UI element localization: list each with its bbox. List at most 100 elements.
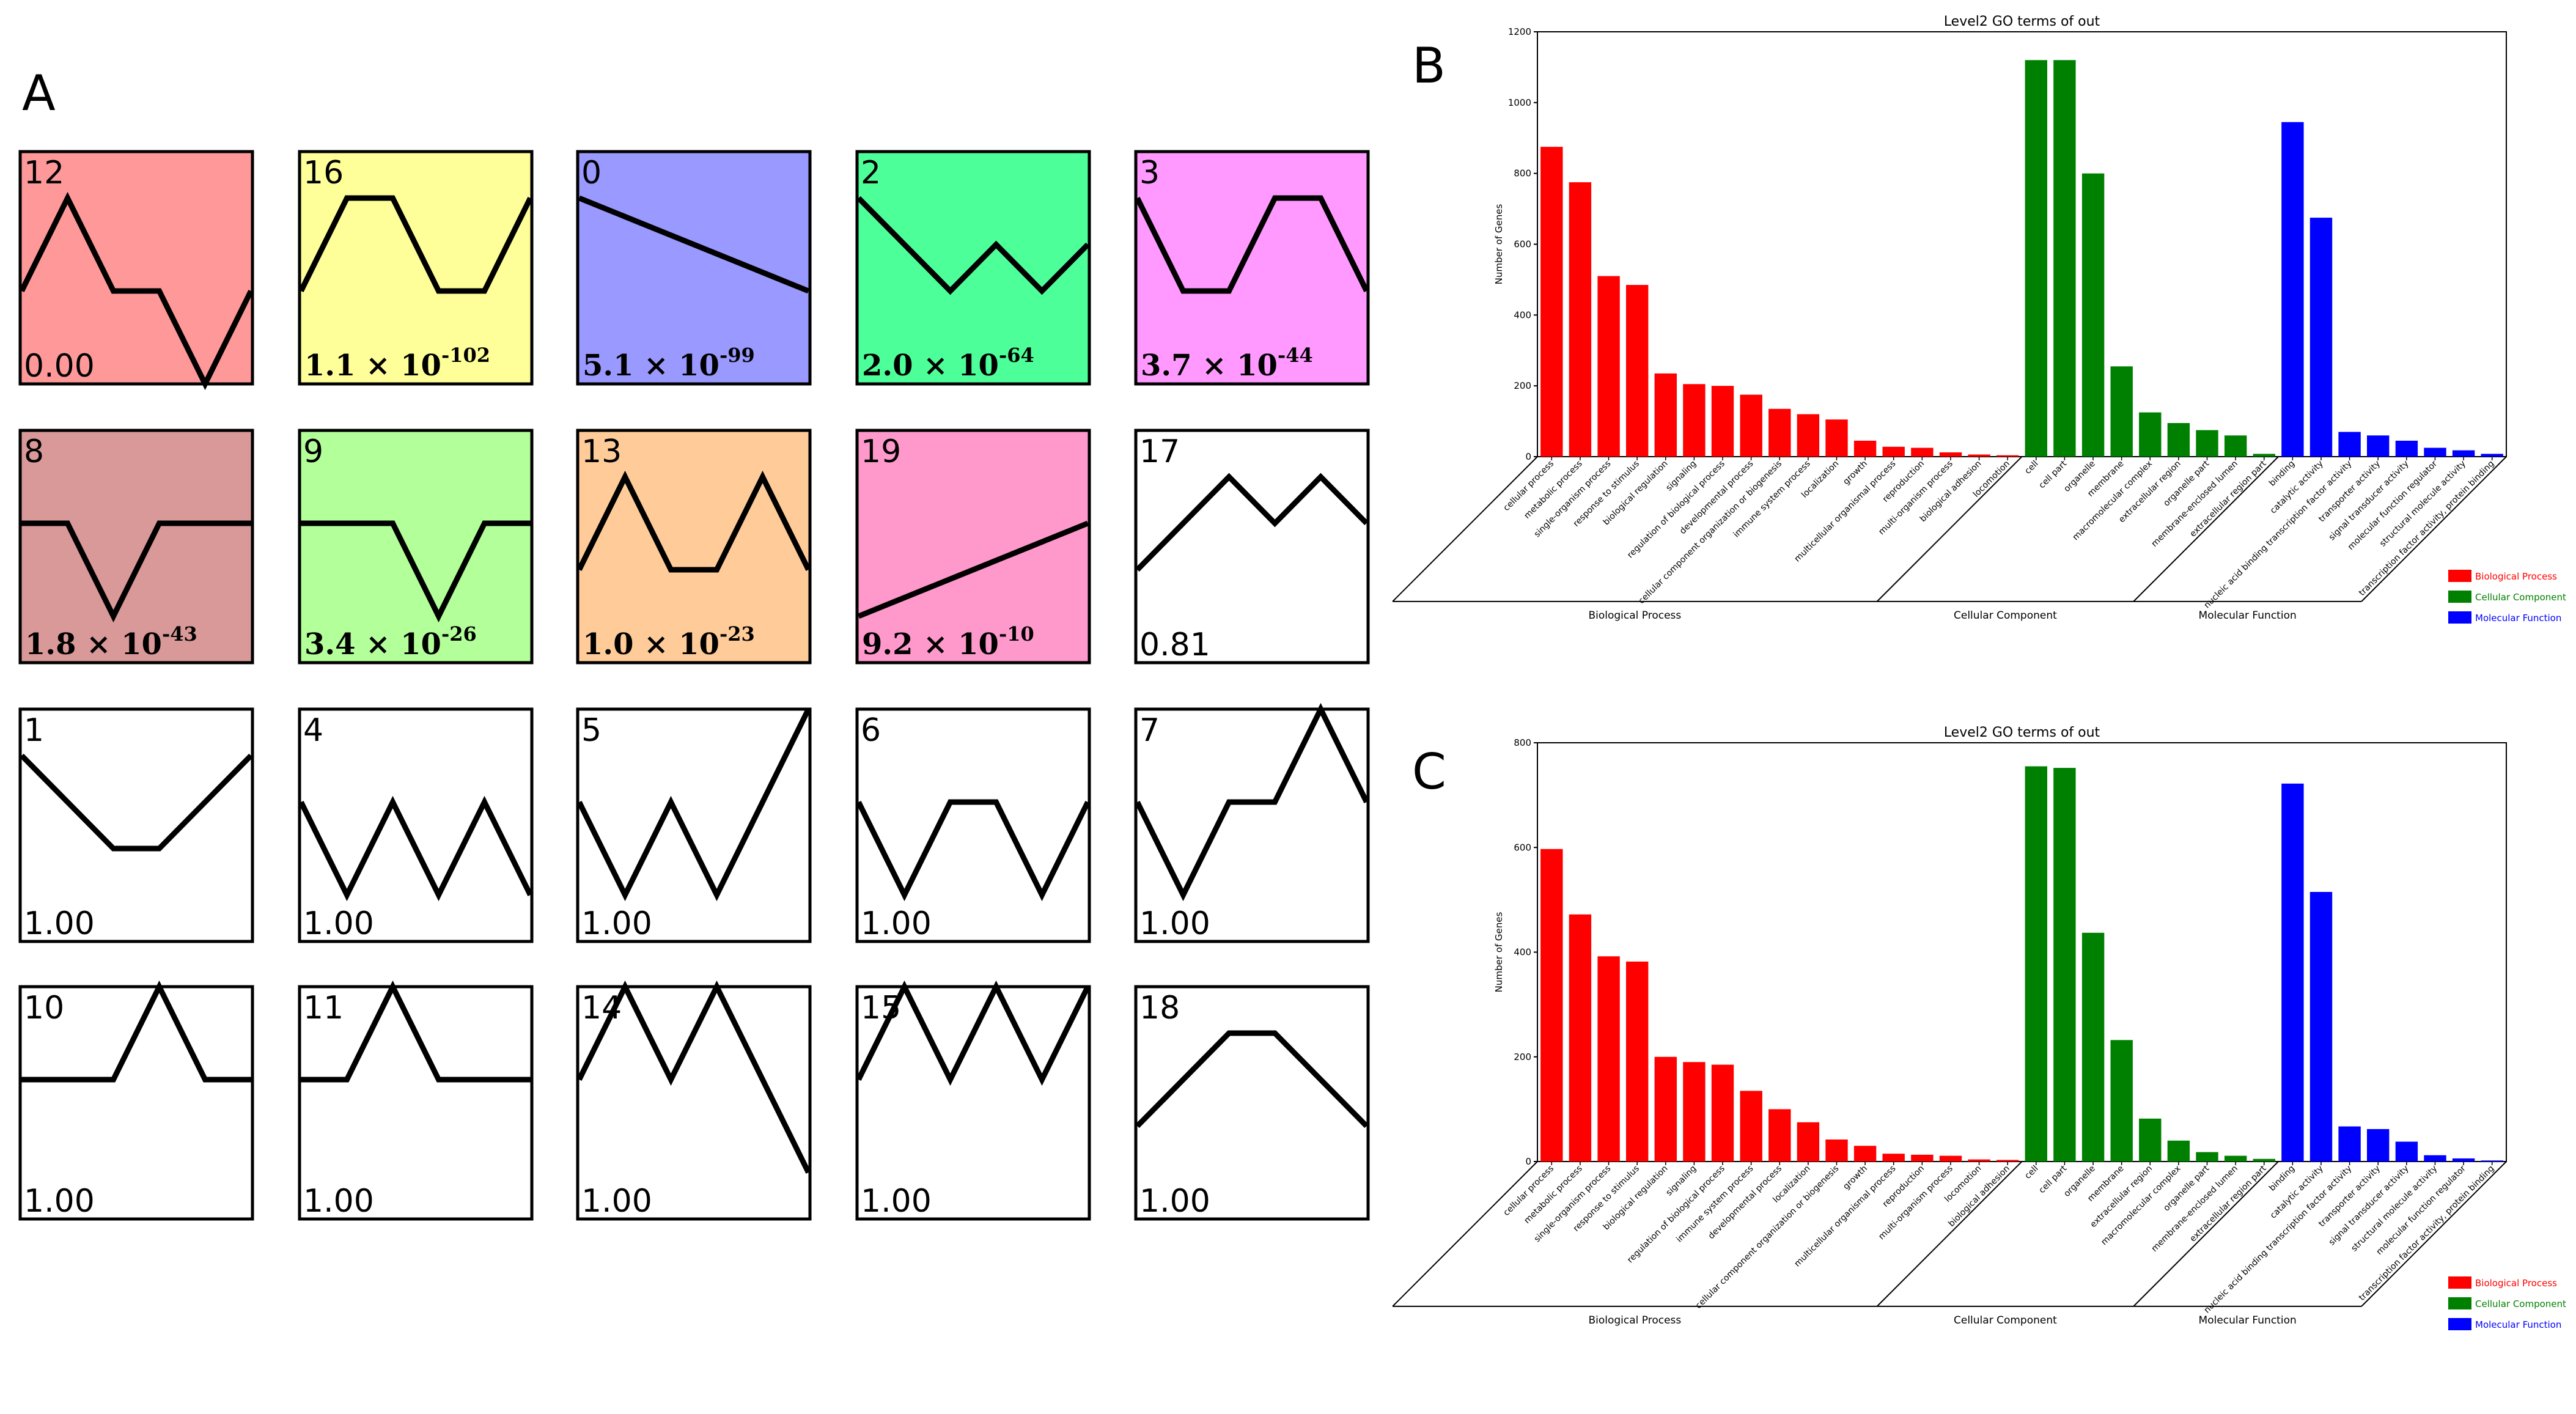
profile-id: 0 [581,155,602,191]
profile-pvalue: 1.00 [303,905,374,942]
profile-box [855,429,1091,665]
y-tick-label: 0 [1525,451,1531,462]
pvalue-exponent: -26 [441,622,477,646]
pvalue-mantissa: 1.8 × 10 [25,627,162,661]
profile-tile: 11.00 [18,707,254,943]
bar [2253,1158,2275,1162]
group-separator [2361,456,2507,602]
bar [2367,435,2390,457]
pvalue-exponent: -43 [162,622,197,646]
bar [2281,783,2304,1162]
bar [2338,432,2361,457]
bar [2338,1126,2361,1162]
pvalue-mantissa: 2.0 × 10 [862,348,999,383]
pvalue-mantissa: 1.1 × 10 [304,348,441,383]
bar [2395,440,2418,457]
bar [1597,956,1620,1162]
bar [2225,435,2247,457]
profile-box [1134,429,1370,665]
legend-swatch [2448,611,2471,624]
profile-id: 3 [1139,155,1160,191]
bar [1853,440,1877,457]
legend-swatch [2448,1318,2471,1330]
profile-id: 6 [861,712,881,749]
y-tick-label: 200 [1514,1051,1531,1062]
profile-tile: 141.00 [576,980,812,1221]
y-axis-label: Number of Genes [1493,204,1504,284]
legend-swatch [2448,1297,2471,1309]
profile-id: 9 [303,433,323,470]
bar [2167,1140,2190,1162]
profile-tile: 41.00 [298,707,534,943]
pvalue-exponent: -64 [999,344,1034,367]
group-separator [2361,1161,2507,1307]
profile-box [18,429,254,665]
bar [2481,454,2503,457]
category-label: catalytic activity [2269,459,2325,516]
bar [2196,430,2218,457]
bar [1825,1140,1848,1162]
bar [2424,447,2446,457]
profile-pvalue: 2.0 × 10-64 [862,344,1034,383]
profile-pvalue: 0.81 [1139,627,1210,663]
y-tick-label: 400 [1514,309,1531,320]
bar [1569,914,1592,1162]
profile-line [856,196,1090,295]
profile-pvalue: 1.00 [1139,905,1210,942]
y-tick-label: 800 [1514,737,1531,748]
bar [2025,766,2047,1162]
profile-id: 19 [861,433,901,470]
profile-pvalue: 1.0 × 10-23 [583,622,755,661]
bar [1683,384,1706,457]
profile-line [857,520,1089,619]
profile-pvalue: 1.00 [581,905,652,942]
panel-b-label: B [1412,37,1446,94]
profile-line [21,520,251,623]
group-separator [1392,1161,1538,1307]
profile-box [576,429,812,665]
profile-pvalue: 1.8 × 10-43 [25,622,197,661]
category-label: growth [1841,459,1869,487]
profile-tile: 71.00 [1134,702,1370,943]
bar [2253,454,2275,457]
bar [2225,1155,2247,1162]
profile-line [298,795,533,902]
pvalue-exponent: -99 [719,344,755,367]
bar [2424,1155,2446,1162]
profile-pvalue: 5.1 × 10-99 [583,344,755,383]
bar [2053,768,2076,1162]
legend-swatch [2448,570,2471,582]
bar [2309,892,2333,1162]
group-separator [1392,456,1538,602]
profile-tile: 2 2.0 × 10-64 [855,150,1091,386]
bar [2367,1129,2390,1162]
profile-line [21,980,251,1083]
y-axis-label: Number of Genes [1493,911,1504,992]
legend-label: Cellular Component [2475,592,2566,603]
profile-id: 5 [581,712,602,749]
pvalue-exponent: -44 [1278,344,1313,367]
bar [1882,1154,1905,1162]
profile-box [855,707,1091,943]
bar [1569,182,1592,457]
profile-box [576,150,812,386]
profile-pvalue: 3.7 × 10-44 [1141,344,1313,383]
profile-box [298,429,534,665]
bar [2395,1141,2418,1162]
category-label: cell [2023,459,2040,476]
profile-id: 4 [303,712,323,749]
bar [1768,408,1791,457]
y-tick-label: 200 [1514,380,1531,391]
y-tick-label: 600 [1514,239,1531,250]
y-tick-label: 1200 [1508,26,1531,37]
bar [1597,276,1620,457]
bar [1968,454,1990,457]
profile-tile: 0 5.1 × 10-99 [576,150,812,386]
y-tick-label: 0 [1525,1156,1531,1167]
profile-line [576,708,811,902]
bar [1654,1056,1677,1162]
bar [1996,455,2019,457]
legend-label: Molecular Function [2475,1319,2561,1330]
bar [2481,1160,2503,1162]
